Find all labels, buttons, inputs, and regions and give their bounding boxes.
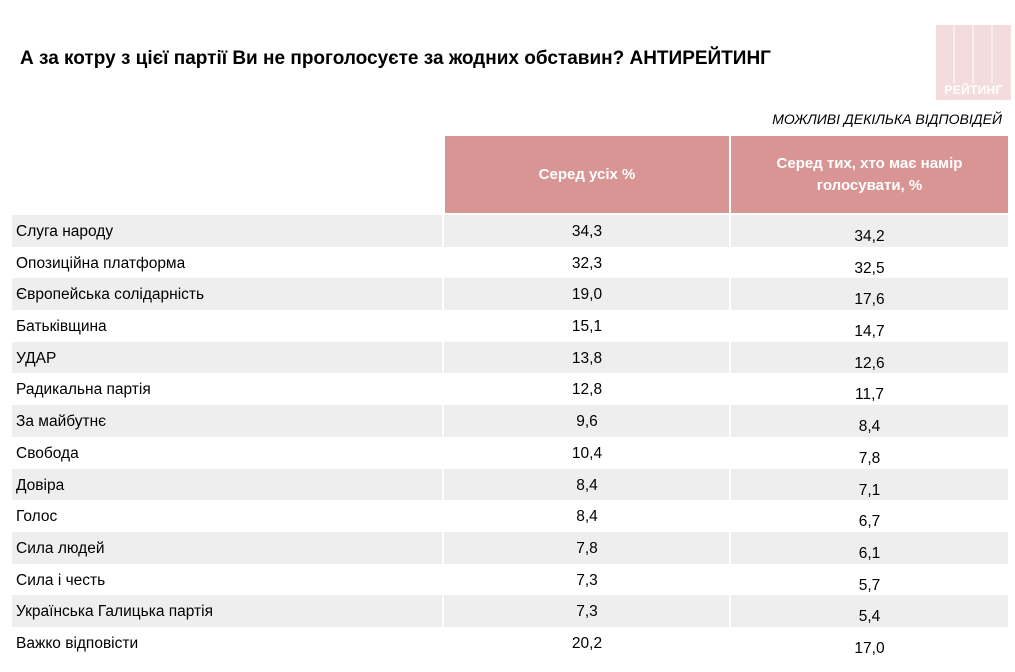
column-divider — [729, 405, 731, 437]
column-divider — [442, 595, 444, 627]
value-voters: 12,6 — [854, 354, 885, 372]
value-all: 15,1 — [571, 318, 603, 336]
value-voters: 17,0 — [854, 639, 885, 657]
value-voters: 7,8 — [858, 449, 881, 467]
column-divider — [442, 373, 444, 406]
column-divider — [729, 341, 731, 374]
value-voters: 5,4 — [858, 608, 881, 626]
column-divider — [729, 563, 731, 596]
chart-title: А за котру з цієї партії Ви не проголосу… — [20, 48, 771, 69]
column-divider — [729, 310, 731, 342]
value-all: 13,8 — [571, 349, 603, 367]
value-voters: 7,1 — [858, 481, 881, 499]
party-name: Батьківщина — [16, 318, 107, 336]
column-divider — [442, 310, 444, 342]
column-divider — [729, 215, 731, 247]
rating-logo: РЕЙТИНГ — [936, 25, 1011, 100]
column-divider — [729, 531, 731, 564]
party-name: УДАР — [16, 349, 57, 367]
logo-lines-icon — [953, 25, 993, 83]
table-row: Європейська солідарність 19,0 17,6 — [12, 278, 1008, 311]
value-all: 8,4 — [576, 476, 598, 494]
party-name: Європейська солідарність — [16, 286, 205, 304]
value-all: 19,0 — [571, 286, 603, 304]
value-all: 20,2 — [571, 634, 603, 652]
value-all: 7,3 — [576, 603, 598, 621]
table-row: Українська Галицька партія 7,3 5,4 — [12, 595, 1008, 627]
column-divider — [442, 531, 444, 564]
column-header-all: Серед усіх % — [445, 136, 729, 213]
party-name: Голос — [16, 508, 58, 526]
party-name: За майбутнє — [16, 413, 107, 431]
value-voters: 6,1 — [858, 544, 881, 562]
column-divider — [442, 341, 444, 374]
multiple-answers-note: МОЖЛИВІ ДЕКІЛЬКА ВІДПОВІДЕЙ — [772, 111, 1002, 127]
column-divider — [729, 436, 731, 469]
value-all: 7,3 — [576, 571, 598, 589]
value-voters: 32,5 — [854, 259, 885, 277]
table-row: Батьківщина 15,1 14,7 — [12, 310, 1008, 342]
column-header-voters: Серед тих, хто має намір голосувати, % — [731, 136, 1008, 213]
column-divider — [442, 563, 444, 596]
value-voters: 6,7 — [858, 513, 881, 531]
column-divider — [442, 278, 444, 311]
value-voters: 5,7 — [858, 576, 881, 594]
party-name: Опозиційна платформа — [16, 254, 186, 272]
table-row: Свобода 10,4 7,8 — [12, 436, 1008, 469]
value-voters: 11,7 — [854, 386, 885, 404]
party-name: Сила і честь — [16, 571, 106, 589]
value-all: 32,3 — [571, 254, 603, 272]
table-row: Голос 8,4 6,7 — [12, 500, 1008, 532]
party-name: Довіра — [16, 476, 65, 494]
party-name: Слуга народу — [16, 223, 114, 240]
value-voters: 8,4 — [858, 418, 881, 436]
party-name: Свобода — [16, 444, 79, 462]
value-all: 12,8 — [571, 381, 603, 399]
table-row: Опозиційна платформа 32,3 32,5 — [12, 246, 1008, 279]
table-row: Важко відповісти 20,2 17,0 — [12, 626, 1008, 659]
column-divider — [442, 215, 444, 247]
value-all: 8,4 — [576, 508, 598, 526]
party-name: Важко відповісти — [16, 634, 139, 652]
column-divider — [442, 436, 444, 469]
table-body: Слуга народу 34,3 34,2 Опозиційна платформа… — [12, 215, 1008, 659]
party-name: Радикальна партія — [16, 381, 151, 399]
table-row: Сила і честь 7,3 5,7 — [12, 563, 1008, 596]
table-row: Довіра 8,4 7,1 — [12, 468, 1008, 501]
table-row: УДАР 13,8 12,6 — [12, 341, 1008, 374]
value-all: 7,8 — [576, 539, 598, 557]
table-row: Слуга народу 34,3 34,2 — [12, 215, 1008, 247]
column-divider — [729, 468, 731, 501]
table-row: Радикальна партія 12,8 11,7 — [12, 373, 1008, 406]
column-divider — [442, 626, 444, 659]
party-name: Українська Галицька партія — [16, 603, 213, 621]
table-row: За майбутнє 9,6 8,4 — [12, 405, 1008, 437]
column-divider — [729, 595, 731, 627]
value-voters: 14,7 — [854, 323, 885, 341]
value-voters: 34,2 — [854, 228, 885, 245]
value-all: 9,6 — [576, 413, 598, 431]
value-all: 34,3 — [571, 223, 603, 240]
column-divider — [442, 246, 444, 279]
logo-text: РЕЙТИНГ — [944, 83, 1003, 97]
column-divider — [729, 278, 731, 311]
column-divider — [442, 405, 444, 437]
column-divider — [729, 373, 731, 406]
column-divider — [729, 246, 731, 279]
value-voters: 17,6 — [854, 291, 885, 309]
column-divider — [442, 468, 444, 501]
value-all: 10,4 — [571, 444, 603, 462]
column-divider — [729, 500, 731, 532]
party-name: Сила людей — [16, 539, 105, 557]
table-row: Сила людей 7,8 6,1 — [12, 531, 1008, 564]
column-divider — [729, 626, 731, 659]
column-divider — [442, 500, 444, 532]
